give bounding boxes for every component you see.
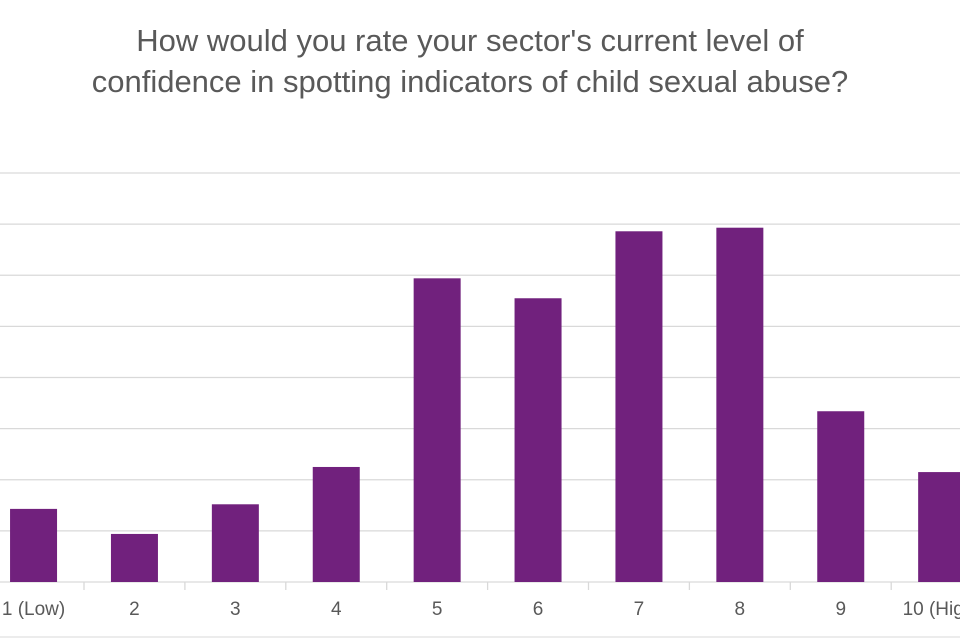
bar <box>211 504 259 582</box>
x-tick-label: 10 (High) <box>903 599 960 620</box>
x-tick-label: 1 (Low) <box>2 599 65 620</box>
bar <box>312 466 360 582</box>
x-tick-label: 3 <box>230 599 241 620</box>
x-tick-label: 9 <box>835 599 846 620</box>
bar <box>514 298 562 582</box>
x-tick-label: 4 <box>331 599 342 620</box>
x-tick-label: 6 <box>533 599 544 620</box>
bar <box>10 508 58 582</box>
bar <box>817 411 865 582</box>
x-tick-label: 7 <box>634 599 645 620</box>
bar <box>615 231 663 582</box>
bar <box>413 278 461 582</box>
x-tick-label: 8 <box>735 599 746 620</box>
bar <box>716 227 764 583</box>
chart-title: How would you rate your sector's current… <box>91 23 849 99</box>
bar <box>110 533 158 582</box>
x-tick-label: 2 <box>129 599 140 620</box>
bar <box>918 472 960 582</box>
x-tick-label: 5 <box>432 599 443 620</box>
